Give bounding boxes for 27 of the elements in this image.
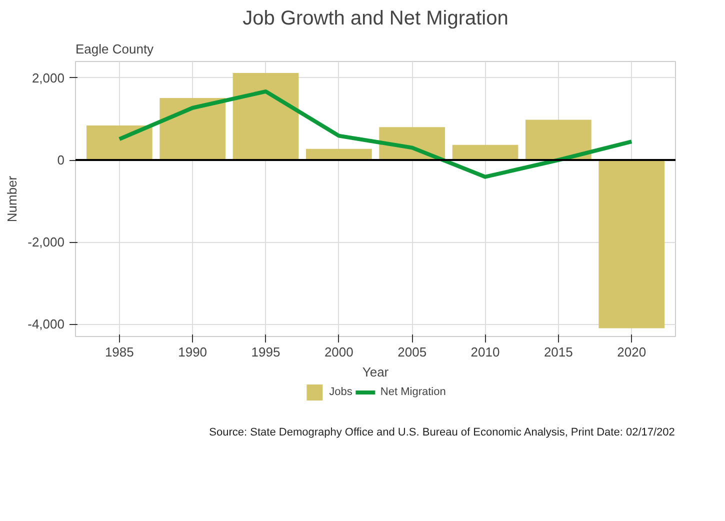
x-tick-label: 2000 (324, 344, 354, 360)
bar (452, 144, 518, 160)
x-tick-label: 1995 (251, 344, 280, 360)
legend-label: Jobs (329, 386, 352, 398)
x-tick-label: 1990 (178, 344, 208, 360)
x-tick-label: 2020 (617, 344, 646, 360)
bar (526, 120, 592, 160)
x-axis-title: Year (362, 364, 390, 380)
y-tick-label: -2,000 (28, 234, 65, 250)
source-note: Source: State Demography Office and U.S. Bureau of Economic Analysis, Print Date: 02/17/202 (209, 426, 675, 438)
y-tick-label: 2,000 (32, 70, 65, 86)
chart-subtitle: Eagle County (76, 42, 154, 56)
bar (160, 98, 226, 160)
chart-title: Job Growth and Net Migration (242, 8, 508, 30)
bar (306, 148, 372, 160)
bar (86, 126, 152, 160)
legend-label: Net Migration (380, 386, 446, 398)
x-tick-label: 2005 (398, 344, 427, 360)
y-tick-label: -4,000 (28, 316, 65, 332)
bar (232, 72, 299, 160)
x-tick-label: 1985 (104, 344, 134, 360)
y-axis-title: Number (4, 175, 20, 222)
line-series (117, 89, 634, 179)
bar (598, 160, 665, 328)
x-tick-label: 2015 (544, 344, 573, 360)
y-tick-label: 0 (57, 152, 65, 168)
x-tick-label: 2010 (470, 344, 500, 360)
